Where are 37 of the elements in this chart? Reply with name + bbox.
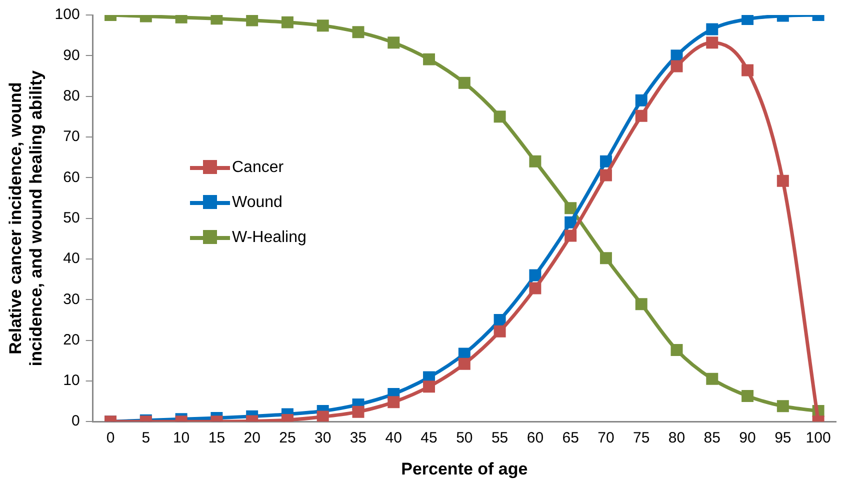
y-tick-label: 60 xyxy=(63,168,80,186)
y-tick-label: 40 xyxy=(63,250,80,268)
y-tick-label: 50 xyxy=(63,209,80,226)
y-tick-label: 90 xyxy=(63,46,80,64)
x-tick-label: 20 xyxy=(244,430,260,447)
legend-label: Cancer xyxy=(232,158,284,176)
x-tick-label: 70 xyxy=(598,430,614,447)
x-tick-label: 5 xyxy=(142,430,150,447)
x-tick-label: 90 xyxy=(739,430,756,447)
x-tick-label: 100 xyxy=(806,430,831,447)
x-tick-label: 40 xyxy=(385,430,402,447)
y-tick-label: 20 xyxy=(63,331,80,348)
x-tick-label: 60 xyxy=(526,430,544,447)
x-tick-label: 80 xyxy=(668,430,686,447)
x-tick-label: 30 xyxy=(314,430,332,447)
y-tick-label: 80 xyxy=(63,87,80,104)
x-tick-label: 50 xyxy=(456,430,473,447)
legend-label: Wound xyxy=(232,194,282,212)
y-tick-label: 30 xyxy=(63,290,80,308)
y-axis-title: Relative cancer incidence, wound incidence, and wound healing ability xyxy=(6,70,46,366)
x-tick-label: 95 xyxy=(774,430,792,447)
x-axis-title: Percente of age xyxy=(401,459,528,478)
x-tick-label: 65 xyxy=(562,430,579,447)
x-tick-label: 0 xyxy=(106,430,115,447)
x-tick-label: 10 xyxy=(172,430,190,447)
x-tick-label: 35 xyxy=(350,430,367,447)
y-tick-label: 10 xyxy=(63,372,80,390)
x-tick-label: 25 xyxy=(279,430,296,447)
x-tick-label: 75 xyxy=(633,430,650,447)
x-tick-label: 45 xyxy=(420,430,438,447)
x-tick-label: 55 xyxy=(491,430,508,447)
x-tick-label: 85 xyxy=(704,430,720,447)
y-tick-label: 70 xyxy=(63,128,80,146)
legend-label: W-Healing xyxy=(232,228,306,246)
x-tick-label: 15 xyxy=(208,430,226,447)
y-tick-label: 0 xyxy=(71,412,80,430)
y-tick-label: 100 xyxy=(54,6,80,24)
